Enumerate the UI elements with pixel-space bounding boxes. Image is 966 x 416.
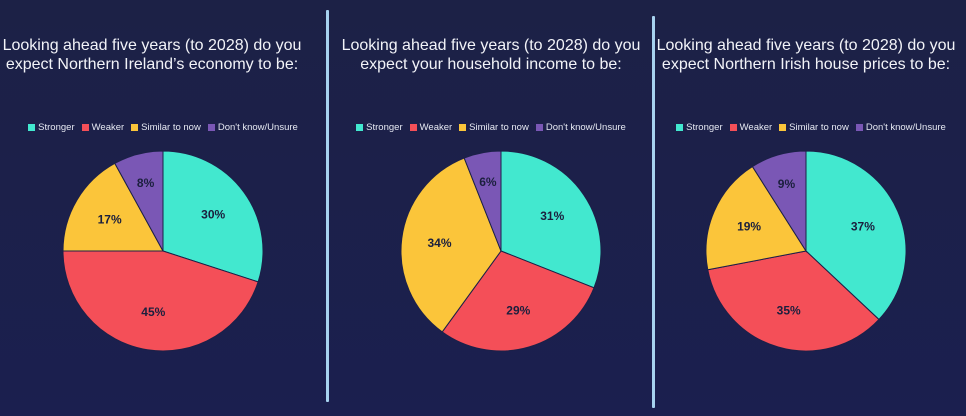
panel-divider	[652, 16, 655, 408]
legend-label: Similar to now	[141, 122, 201, 133]
legend-item-similar-to-now: Similar to now	[131, 122, 201, 133]
legend-swatch	[676, 124, 684, 131]
data-label: 17%	[98, 212, 122, 226]
legend-label: Weaker	[419, 122, 453, 133]
legend-item-don-t-know-unsure: Don't know/Unsure	[535, 122, 626, 133]
legend-item-weaker: Weaker	[409, 122, 453, 133]
legend-swatch	[729, 124, 737, 131]
legend-label: Stronger	[366, 122, 403, 133]
legend-swatch	[855, 124, 863, 131]
pie-chart-economy: 30% 45% 17% 8%	[62, 150, 264, 352]
data-label: 8%	[137, 176, 155, 190]
chart-legend: Stronger Weaker Similar to now Don't know/U…	[330, 122, 652, 133]
chart-panel-household-income: Looking ahead five years (to 2028) do yo…	[330, 0, 652, 416]
data-label: 29%	[506, 304, 530, 318]
legend-item-weaker: Weaker	[729, 122, 773, 133]
legend-swatch	[409, 124, 417, 131]
pie-slice-stronger	[500, 150, 602, 289]
data-label: 37%	[851, 219, 875, 233]
legend-item-don-t-know-unsure: Don't know/Unsure	[207, 122, 298, 133]
legend-swatch	[779, 124, 787, 131]
legend-swatch	[81, 124, 89, 131]
chart-title: Looking ahead five years (to 2028) do yo…	[341, 37, 641, 73]
legend-label: Don't know/Unsure	[545, 122, 626, 133]
legend-item-don-t-know-unsure: Don't know/Unsure	[855, 122, 946, 133]
legend-swatch	[28, 124, 36, 131]
pie-slice-weaker	[441, 250, 595, 352]
chart-title: Looking ahead five years (to 2028) do yo…	[656, 37, 956, 73]
chart-title: Looking ahead five years (to 2028) do yo…	[2, 37, 302, 73]
data-label: 45%	[141, 305, 165, 319]
legend-label: Don't know/Unsure	[865, 122, 946, 133]
pie-slice-don-t-know-unsure	[751, 150, 807, 253]
panel-divider	[326, 10, 329, 402]
pie-chart-house-prices: 37% 35% 19% 9%	[705, 150, 907, 352]
data-label: 19%	[737, 219, 761, 233]
pie-slice-don-t-know-unsure	[114, 150, 164, 252]
legend-item-stronger: Stronger	[28, 122, 75, 133]
pie-slice-stronger	[162, 150, 264, 283]
legend-item-stronger: Stronger	[676, 122, 723, 133]
pie-slice-weaker	[62, 250, 259, 352]
pie-slice-stronger	[805, 150, 907, 321]
data-label: 31%	[540, 209, 564, 223]
legend-item-similar-to-now: Similar to now	[459, 122, 529, 133]
legend-label: Stronger	[38, 122, 75, 133]
data-label: 6%	[479, 175, 497, 189]
pie-slice-similar-to-now	[62, 162, 164, 252]
pie-slice-similar-to-now	[400, 157, 502, 333]
legend-label: Stronger	[686, 122, 723, 133]
pie-slice-similar-to-now	[705, 165, 807, 271]
legend-swatch	[535, 124, 543, 131]
legend-label: Similar to now	[469, 122, 529, 133]
chart-legend: Stronger Weaker Similar to now Don't know/U…	[656, 122, 966, 133]
legend-label: Don't know/Unsure	[217, 122, 298, 133]
legend-item-similar-to-now: Similar to now	[779, 122, 849, 133]
legend-item-stronger: Stronger	[356, 122, 403, 133]
pie-slice-weaker	[707, 250, 880, 352]
chart-panel-house-prices: Looking ahead five years (to 2028) do yo…	[656, 0, 966, 416]
legend-label: Similar to now	[789, 122, 849, 133]
pie-slice-don-t-know-unsure	[463, 150, 502, 252]
data-label: 35%	[777, 304, 801, 318]
data-label: 9%	[778, 177, 796, 191]
legend-label: Weaker	[739, 122, 773, 133]
legend-swatch	[131, 124, 139, 131]
legend-label: Weaker	[91, 122, 125, 133]
legend-item-weaker: Weaker	[81, 122, 125, 133]
legend-swatch	[356, 124, 364, 131]
data-label: 34%	[427, 236, 451, 250]
chart-panel-economy: Looking ahead five years (to 2028) do yo…	[0, 0, 326, 416]
legend-swatch	[207, 124, 215, 131]
data-label: 30%	[201, 208, 225, 222]
legend-swatch	[459, 124, 467, 131]
pie-chart-household-income: 31% 29% 34% 6%	[400, 150, 602, 352]
chart-legend: Stronger Weaker Similar to now Don't know/U…	[0, 122, 326, 133]
